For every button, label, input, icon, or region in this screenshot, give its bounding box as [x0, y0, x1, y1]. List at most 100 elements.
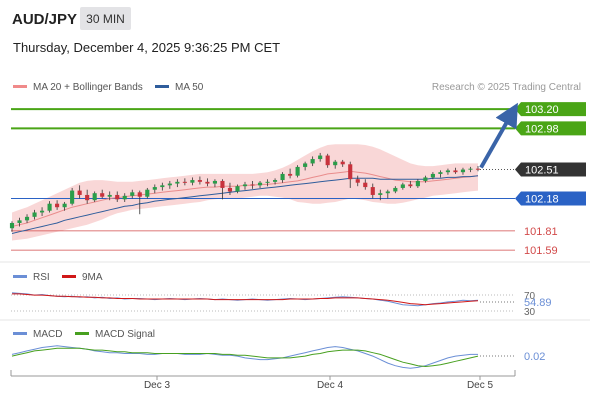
candle: [130, 189, 135, 199]
candle: [468, 166, 473, 173]
candle: [92, 191, 97, 202]
candle: [265, 179, 270, 187]
ma20-swatch: [13, 85, 27, 88]
candle-body: [137, 192, 142, 197]
candle: [115, 191, 120, 202]
candle: [475, 166, 481, 172]
candle-body: [408, 184, 413, 187]
candle: [280, 172, 285, 183]
candle-body: [250, 184, 255, 186]
candle: [205, 178, 210, 187]
candle: [288, 168, 293, 179]
rsi-tick-70: 70: [524, 291, 536, 302]
candle-body: [460, 169, 466, 173]
candle-body: [400, 184, 405, 188]
candle: [70, 187, 75, 206]
candle-body: [265, 181, 270, 183]
candle: [9, 221, 15, 232]
resistance-2-tag: [515, 102, 586, 117]
candle-body: [205, 181, 210, 184]
macd-line: [11, 345, 478, 369]
candle: [318, 152, 323, 162]
support-2-label: 101.59: [524, 245, 558, 257]
candle-body: [288, 173, 293, 176]
candle-body: [318, 155, 323, 160]
rsi-lines: [11, 292, 479, 307]
candle-body: [295, 166, 300, 176]
ma20-legend-label: MA 20 + Bollinger Bands: [33, 82, 143, 93]
candle: [137, 190, 142, 215]
candle: [340, 159, 345, 167]
timeframe-label: 30 MIN: [86, 12, 125, 26]
candle: [408, 180, 413, 188]
price-legend: MA 20 + Bollinger Bands MA 50 Research ©…: [13, 82, 581, 93]
candle-body: [197, 180, 202, 182]
candle-body: [47, 203, 52, 211]
candle: [212, 179, 218, 188]
candle-body: [475, 168, 481, 170]
candle-body: [348, 164, 353, 180]
current-price-tag: [515, 162, 586, 177]
candle-body: [122, 195, 127, 200]
timeframe-badge[interactable]: [80, 7, 131, 30]
resistance-2-label: 103.20: [525, 104, 559, 116]
macd-lines: [11, 345, 479, 369]
candle: [62, 201, 67, 211]
bollinger-band-fill: [12, 144, 478, 241]
support-1-label: 101.81: [524, 226, 558, 238]
candle-body: [415, 180, 420, 187]
candle-body: [220, 180, 225, 188]
candle: [363, 179, 368, 190]
candle-body: [32, 212, 37, 217]
candle: [378, 189, 383, 201]
candle: [152, 184, 157, 194]
candle: [197, 176, 202, 185]
candle-body: [190, 180, 195, 183]
candle: [32, 209, 37, 220]
ma50-line: [11, 175, 479, 234]
candle: [400, 182, 405, 190]
candle-body: [145, 189, 150, 197]
candle-body: [257, 182, 263, 186]
macd-value-label: 0.02: [524, 351, 545, 363]
candle-body: [107, 194, 112, 197]
ma50-swatch: [155, 85, 169, 88]
candle-body: [55, 203, 60, 208]
candle-body: [182, 181, 187, 183]
datetime: Thursday, December 4, 2025 9:36:25 PM CE…: [13, 40, 280, 55]
candle-body: [340, 161, 345, 165]
candle: [220, 179, 225, 200]
candle-body: [370, 187, 375, 195]
rsi-ma-swatch: [62, 275, 76, 278]
candle: [160, 182, 165, 191]
candle: [460, 167, 466, 175]
candle-body: [438, 172, 443, 174]
candle-body: [100, 193, 105, 197]
candle: [303, 161, 308, 171]
candle: [453, 167, 458, 174]
candle: [77, 185, 82, 199]
candle-body: [445, 170, 451, 173]
rsi-swatch: [13, 275, 27, 278]
candle-body: [227, 187, 233, 192]
candlesticks: [9, 152, 481, 232]
candle-body: [235, 186, 240, 192]
target-arrow-shaft: [479, 102, 518, 169]
rsi-ma-legend-label: 9MA: [82, 272, 103, 283]
candle-body: [363, 182, 368, 188]
candle: [257, 180, 263, 188]
credit: Research © 2025 Trading Central: [432, 82, 581, 93]
candle: [250, 180, 255, 189]
rsi-legend-label: RSI: [33, 272, 50, 283]
candle-body: [303, 163, 308, 167]
candle: [445, 168, 451, 175]
candle-body: [167, 183, 172, 186]
candle: [107, 191, 112, 201]
candle-body: [385, 191, 390, 194]
candle: [423, 175, 428, 183]
candle: [385, 189, 390, 199]
current-price-label: 102.51: [525, 165, 559, 177]
macd-signal-line: [11, 347, 479, 368]
pivot-tag: [515, 191, 586, 206]
